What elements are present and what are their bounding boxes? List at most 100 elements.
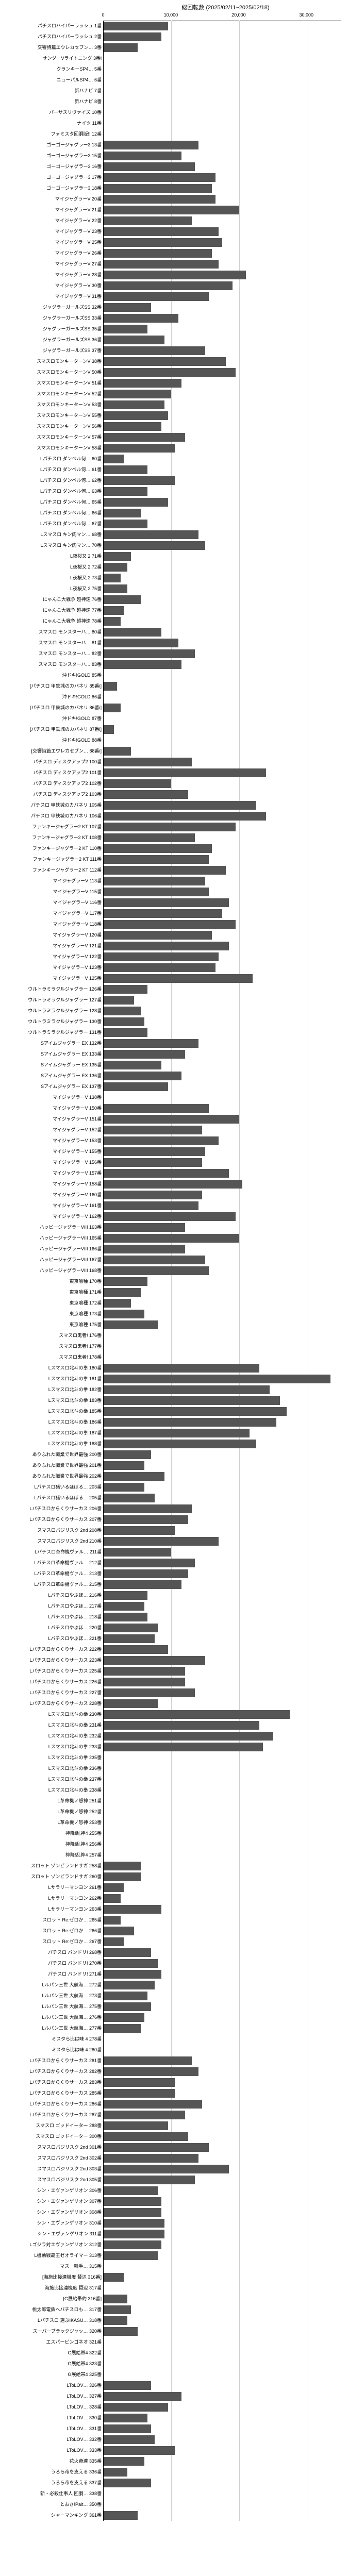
bar-label: [海施比接連機度 賛辺 316番] — [42, 2272, 104, 2283]
bar-row: Lパチスロからくりサーカス 223番 — [104, 1655, 341, 1666]
bar — [104, 1559, 195, 1567]
bar-label: ファンキージャグラー2 KT 110番 — [32, 843, 104, 854]
bar-label: 新・必殺仕事人 回胴… 338番 — [40, 2488, 104, 2499]
bar-row: Sアイムジャグラー EX 137番 — [104, 1081, 341, 1092]
bar-row: Lルパン三世 大航海… 275番 — [104, 2001, 341, 2012]
bar-row: ハッピージャグラーVIII 165番 — [104, 1233, 341, 1244]
bar-label: Lパチスロ革命機ヴァル… 213番 — [34, 1568, 104, 1579]
bar — [104, 509, 141, 517]
bar-row: 桃太郎電鉄へパチスロも… 317番 — [104, 2304, 341, 2315]
bar-label: パチスロハイパーラッシュ 2番 — [38, 31, 104, 42]
bar-row: 新ハナビ 7番 — [104, 86, 341, 96]
bar — [104, 1277, 147, 1286]
bar — [104, 390, 171, 398]
bar-row: ゴーゴージャグラー3 18番 — [104, 183, 341, 194]
bar-label: Lルパン三世 大航海… 273番 — [42, 1990, 104, 2001]
bar-label: とおさ!Pait… 350番 — [60, 2499, 104, 2510]
bar — [104, 206, 239, 214]
bar-row: Lパチスロ ダンベル何… 65番 — [104, 497, 341, 508]
bar-row: Lパチスロ ダンベル何… 67番 — [104, 518, 341, 529]
bar-row: Lスマスロ北斗の拳 237番 — [104, 1774, 341, 1785]
bar-label: Lパチスロやぶほ… 221番 — [48, 1633, 104, 1644]
bar — [104, 303, 151, 312]
bar-row: Lゴジラ対エヴァンゲリオン 312番 — [104, 2239, 341, 2250]
bar-row: パチスロ ディスクアップ2 101番 — [104, 767, 341, 778]
bar-label: Lルパン三世 大航海… 277番 — [42, 2023, 104, 2034]
bar-row: パチスロ 甲鉄城のカバネリ 106番 — [104, 811, 341, 822]
bar-label: マイジャグラーV 123番 — [53, 962, 104, 973]
bar — [104, 455, 124, 463]
bar — [104, 2230, 164, 2238]
bar-row: 東京喰種 173番 — [104, 1309, 341, 1319]
bar — [104, 931, 212, 940]
bar-label: 東京喰種 172番 — [69, 1298, 104, 1309]
bar-row: マイジャグラーV 156番 — [104, 1157, 341, 1168]
bar-row: マイジャグラーV 150番 — [104, 1103, 341, 1114]
bar — [104, 2208, 161, 2217]
bar-label: スマスロ ゴッドイーター 288番 — [36, 2120, 104, 2131]
bar-row: マイジャグラーV 26番 — [104, 248, 341, 259]
bar-row: シン・エヴァンゲリオン 306番 — [104, 2185, 341, 2196]
bar-row: パチスロ バンドリ! 268番 — [104, 1947, 341, 1958]
bar — [104, 574, 121, 582]
bar — [104, 1201, 198, 1210]
bar — [104, 1591, 147, 1600]
bar-label: 東京喰種 173番 — [69, 1309, 104, 1319]
bar-row: スロット ゾンビランドサガ 260番 — [104, 1871, 341, 1882]
bar — [104, 184, 212, 193]
bar-label: パチスロ ディスクアップ2 103番 — [34, 789, 104, 800]
bar — [104, 2002, 151, 2011]
bar-label: ウルトラミラクルジャグラー 128番 — [28, 1006, 104, 1016]
bar — [104, 855, 209, 864]
bar-label: L夜桜又 2 71番 — [70, 551, 104, 562]
bar-row: Lスマスロ北斗の拳 238番 — [104, 1785, 341, 1796]
bar-label: マイジャグラーV 20番 — [55, 194, 104, 205]
bar-row: ゴーゴージャグラー3 13番 — [104, 140, 341, 150]
bar-row: にゃんこ大戦争 超神速 77番 — [104, 605, 341, 616]
bar — [104, 1028, 147, 1037]
bar — [104, 2089, 175, 2098]
bar-row: G展給帯4 323番 — [104, 2358, 341, 2369]
bar-label: Lパチスロ ダンベル何… 61番 — [40, 464, 104, 475]
bar-label: スマスロモンキーターンV 56番 — [37, 421, 104, 432]
bar-row: ファンキージャグラー2 KT 107番 — [104, 822, 341, 832]
bar-row: Lルパン三世 大航海… 273番 — [104, 1990, 341, 2001]
bar-row: スマスロ ゴッドイーター 300番 — [104, 2131, 341, 2142]
bar-label: ゴーゴージャグラー3 18番 — [46, 183, 104, 194]
bar-label: シン・エヴァンゲリオン 307番 — [37, 2196, 104, 2207]
bar-row: マイジャグラーV 153番 — [104, 1135, 341, 1146]
bar-row: Lサラリーマンヨン 261番 — [104, 1882, 341, 1893]
bar-row: ファンキージャグラー2 KT 110番 — [104, 843, 341, 854]
bar-row: L夜桜又 2 75番 — [104, 583, 341, 594]
bar-row: ファンキージャグラー2 KT 108番 — [104, 832, 341, 843]
bar-label: [パチスロ 甲鉄城のカバネリ 87番i] — [30, 724, 104, 735]
bar-row: ミスタら比は味 4 278番 — [104, 2034, 341, 2045]
bar-label: Lパチスロやぶほ… 220番 — [48, 1622, 104, 1633]
bar-row: Lスマスロ北斗の拳 183番 — [104, 1395, 341, 1406]
bar-label: ミスタら比は味 4 280番 — [52, 2045, 104, 2055]
bar-row: Sアイムジャグラー EX 136番 — [104, 1070, 341, 1081]
bar-label: スマスロバジリスク 2nd 301番 — [37, 2142, 104, 2153]
bar-row: ハッピージャグラーVIII 166番 — [104, 1244, 341, 1254]
bar — [104, 162, 195, 171]
bar-label: ウルトラミラクルジャグラー 131番 — [28, 1027, 104, 1038]
bar-row: 神降!乱神4 257番 — [104, 1850, 341, 1861]
bar — [104, 2143, 209, 2152]
bar-label: ゴーゴージャグラー3 17番 — [46, 172, 104, 183]
bar-label: LToLOV… 330番 — [67, 2413, 104, 2423]
bar-label: Lスマスロ北斗の拳 180番 — [48, 1363, 104, 1374]
bar-row: マイジャグラーV 28番 — [104, 270, 341, 280]
x-axis-labels: 010,00020,00030,000 — [103, 12, 348, 21]
bar-row: [海施比接連機度 賛辺 316番] — [104, 2272, 341, 2283]
bar — [104, 682, 117, 691]
bar — [104, 952, 219, 961]
bar-label: スロット ゾンビランドサガ 258番 — [31, 1861, 104, 1871]
bar — [104, 1613, 147, 1621]
bar-row: [交響詩篇エウレカセブン… 88番i] — [104, 746, 341, 757]
bar — [104, 1927, 134, 1935]
bar-label: L夜桜又 2 75番 — [70, 583, 104, 594]
bar — [104, 1624, 158, 1632]
bar-label: パチスロ ディスクアップ2 102番 — [34, 778, 104, 789]
bar — [104, 1310, 144, 1318]
bar-label: ジャグラーガールズSS 37番 — [43, 345, 104, 356]
